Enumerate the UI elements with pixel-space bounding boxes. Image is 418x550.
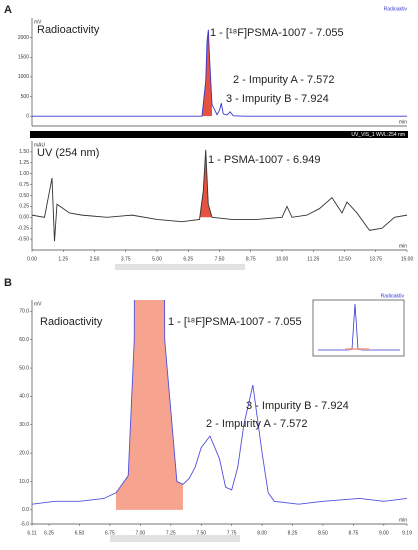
x-tick-label: 10.00 [276, 256, 289, 262]
peak-area [116, 300, 183, 510]
panel-header: Radioaktiv [384, 6, 408, 12]
y-tick-label: 1000 [18, 74, 29, 80]
peak-label: 3 - Impurity B - 7.924 [226, 93, 329, 105]
x-tick-label: 8.25 [288, 530, 298, 536]
x-tick-label: 11.25 [307, 256, 319, 262]
y-tick-label: 0.00 [19, 215, 29, 221]
x-tick-label: 8.75 [246, 256, 256, 262]
y-tick-label: 0.50 [19, 193, 29, 199]
header-bar [30, 131, 408, 138]
y-tick-label: 0.0 [22, 507, 29, 513]
y-tick-label: 2000 [18, 35, 29, 41]
y-tick-label: 70.0 [19, 309, 29, 315]
x-tick-label: 15.00 [401, 256, 414, 262]
x-tick-label: 6.25 [183, 256, 193, 262]
x-tick-label: 8.50 [318, 530, 328, 536]
panel-header: Radioaktiv [381, 293, 405, 299]
y-tick-label: 1.00 [19, 171, 29, 177]
y-tick-label: 60.0 [19, 337, 29, 343]
x-unit: min [399, 243, 407, 249]
peak-label: 1 - [¹⁸F]PSMA-1007 - 7.055 [210, 27, 344, 39]
peak-label: 1 - [¹⁸F]PSMA-1007 - 7.055 [168, 316, 302, 328]
trace-label: UV (254 nm) [37, 147, 99, 159]
x-tick-label: 1.25 [58, 256, 68, 262]
peak-label: 1 - PSMA-1007 - 6.949 [208, 154, 321, 166]
x-tick-label: 6.75 [105, 530, 115, 536]
y-tick-label: -5.0 [20, 521, 29, 527]
x-tick-label: 6.50 [75, 530, 85, 536]
y-tick-label: 30.0 [19, 422, 29, 428]
y-unit: mV [34, 301, 42, 307]
peak-area [199, 149, 212, 220]
peak-label: 3 - Impurity B - 7.924 [246, 400, 349, 412]
x-tick-label: 8.00 [257, 530, 267, 536]
x-tick-label: 2.50 [90, 256, 100, 262]
x-tick-label: 8.75 [349, 530, 359, 536]
scrollbar [115, 264, 245, 270]
x-tick-label: 5.00 [152, 256, 162, 262]
panel-label: A [4, 4, 12, 16]
trace [32, 300, 407, 505]
peak-label: 2 - Impurity A - 7.572 [206, 418, 308, 430]
x-unit: min [399, 119, 407, 125]
x-tick-label: 7.75 [227, 530, 237, 536]
y-tick-label: 0.25 [19, 204, 29, 210]
inset [312, 299, 405, 357]
y-tick-label: -0.50 [18, 236, 30, 242]
x-tick-label: 9.00 [379, 530, 389, 536]
x-tick-label: 13.75 [369, 256, 382, 262]
x-tick-label: 3.75 [121, 256, 131, 262]
y-tick-label: 10.0 [19, 479, 29, 485]
y-tick-label: -0.25 [18, 226, 30, 232]
y-tick-label: 40.0 [19, 394, 29, 400]
y-tick-label: 500 [21, 94, 30, 100]
y-tick-label: 0.75 [19, 182, 29, 188]
panel-label: B [4, 277, 12, 289]
x-unit: min [399, 517, 407, 523]
trace-label: Radioactivity [37, 24, 100, 36]
x-tick-label: 12.50 [338, 256, 351, 262]
x-tick-label: 7.25 [166, 530, 176, 536]
peak-label: 2 - Impurity A - 7.572 [233, 74, 335, 86]
y-tick-label: 20.0 [19, 450, 29, 456]
x-tick-label: 0.00 [27, 256, 37, 262]
y-tick-label: 1500 [18, 55, 29, 61]
y-unit: mV [34, 19, 42, 25]
trace [32, 149, 407, 242]
x-tick-label: 6.25 [44, 530, 54, 536]
x-tick-label: 9.19 [402, 530, 412, 536]
trace [32, 29, 407, 117]
panel-header: UV_VIS_1 WVL:254 nm [351, 132, 405, 138]
x-tick-label: 6.11 [27, 530, 37, 536]
x-tick-label: 7.50 [196, 530, 206, 536]
y-tick-label: 50.0 [19, 365, 29, 371]
y-tick-label: 0 [26, 114, 29, 120]
trace-label: Radioactivity [40, 316, 103, 328]
scrollbar [110, 535, 240, 542]
x-tick-label: 7.00 [135, 530, 145, 536]
y-unit: mAU [34, 142, 46, 148]
x-tick-label: 7.50 [215, 256, 225, 262]
y-tick-label: 1.50 [19, 149, 29, 155]
y-tick-label: 1.25 [19, 160, 29, 166]
inset-fill [345, 348, 369, 350]
